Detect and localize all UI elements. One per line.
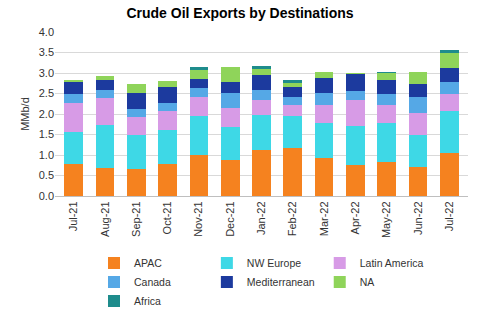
svg-text:2.0: 2.0 <box>39 108 54 120</box>
svg-text:3.5: 3.5 <box>39 46 54 58</box>
svg-text:Nov-21: Nov-21 <box>192 201 204 236</box>
svg-text:Crude Oil Exports by Destinati: Crude Oil Exports by Destinations <box>126 5 353 21</box>
svg-text:Mediterranean: Mediterranean <box>247 276 315 288</box>
svg-text:Canada: Canada <box>134 276 171 288</box>
svg-text:Sep-21: Sep-21 <box>130 201 142 236</box>
svg-text:MMb/d: MMb/d <box>19 97 31 131</box>
svg-text:3.0: 3.0 <box>39 67 54 79</box>
svg-text:APAC: APAC <box>134 257 162 269</box>
svg-text:Latin America: Latin America <box>360 257 424 269</box>
svg-text:0.5: 0.5 <box>39 169 54 181</box>
svg-text:Jul-21: Jul-21 <box>67 201 79 231</box>
svg-text:May-22: May-22 <box>380 201 392 238</box>
svg-text:Africa: Africa <box>134 295 161 307</box>
svg-text:0.0: 0.0 <box>39 190 54 202</box>
svg-text:1.5: 1.5 <box>39 128 54 140</box>
svg-text:Aug-21: Aug-21 <box>99 201 111 236</box>
svg-text:NA: NA <box>360 276 375 288</box>
svg-text:Apr-22: Apr-22 <box>349 201 361 234</box>
svg-text:4.0: 4.0 <box>39 26 54 38</box>
svg-text:Feb-22: Feb-22 <box>286 201 298 236</box>
svg-text:1.0: 1.0 <box>39 149 54 161</box>
svg-text:Mar-22: Mar-22 <box>318 201 330 236</box>
svg-text:Oct-21: Oct-21 <box>161 201 173 234</box>
svg-text:Jun-22: Jun-22 <box>412 201 424 235</box>
svg-text:Dec-21: Dec-21 <box>224 201 236 236</box>
svg-text:NW Europe: NW Europe <box>247 257 301 269</box>
svg-text:Jan-22: Jan-22 <box>255 201 267 235</box>
svg-text:2.5: 2.5 <box>39 87 54 99</box>
svg-text:Jul-22: Jul-22 <box>443 201 455 231</box>
